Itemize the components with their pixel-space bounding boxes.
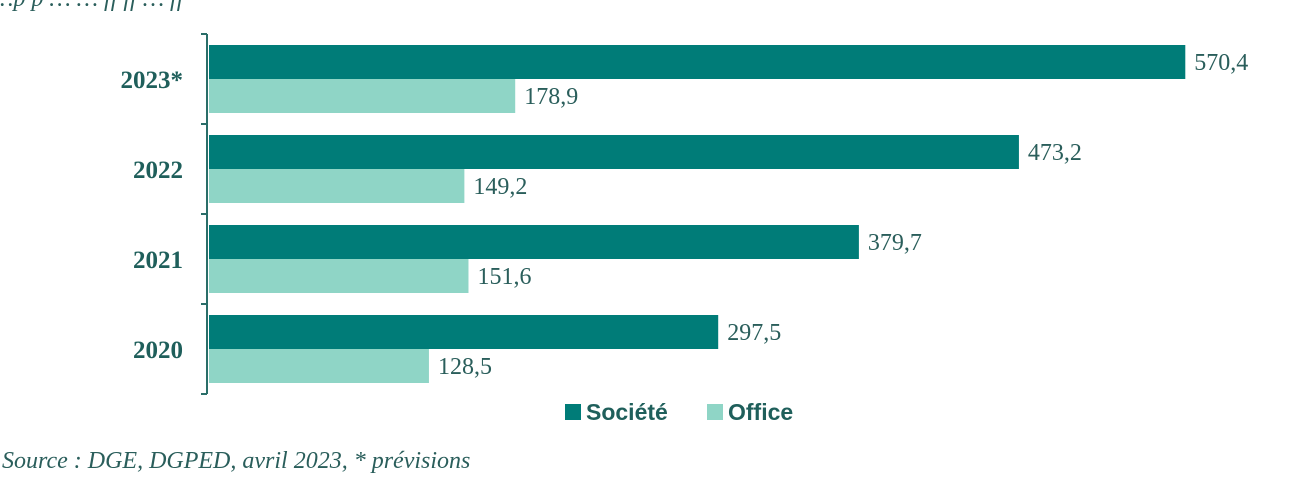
value-label: 151,6: [477, 264, 531, 290]
source-note: Source : DGE, DGPED, avril 2023, * prévi…: [2, 448, 470, 474]
value-label: 473,2: [1028, 140, 1082, 166]
bar-office: [209, 79, 516, 113]
bar-société: [209, 315, 719, 349]
chart-header-text: …p p … … ff ff … ff: [0, 0, 187, 12]
legend-swatch: [565, 404, 581, 420]
value-label: 178,9: [524, 84, 578, 110]
legend: Société Office: [565, 399, 793, 425]
category-label: 2022: [133, 157, 183, 184]
bar-office: [209, 169, 465, 203]
value-label: 379,7: [868, 230, 922, 256]
bar-office: [209, 259, 469, 293]
legend-label: Société: [586, 399, 668, 425]
bar-société: [209, 225, 859, 259]
bars: [209, 45, 1186, 383]
bar-société: [209, 135, 1019, 169]
category-label: 2023*: [121, 67, 184, 94]
category-label: 2021: [133, 247, 183, 274]
category-axis: [201, 33, 208, 395]
bar-office: [209, 349, 429, 383]
legend-swatch: [707, 404, 723, 420]
value-label: 128,5: [438, 354, 492, 380]
value-label: 570,4: [1194, 50, 1248, 76]
value-label: 149,2: [473, 174, 527, 200]
value-label: 297,5: [727, 320, 781, 346]
category-label: 2020: [133, 337, 183, 364]
value-labels: 570,4 178,9 473,2 149,2 379,7 151,6 297,5 128,5: [438, 50, 1248, 380]
category-labels: 2023* 2022 2021 2020: [121, 67, 184, 364]
legend-label: Office: [728, 399, 793, 425]
bar-société: [209, 45, 1186, 79]
